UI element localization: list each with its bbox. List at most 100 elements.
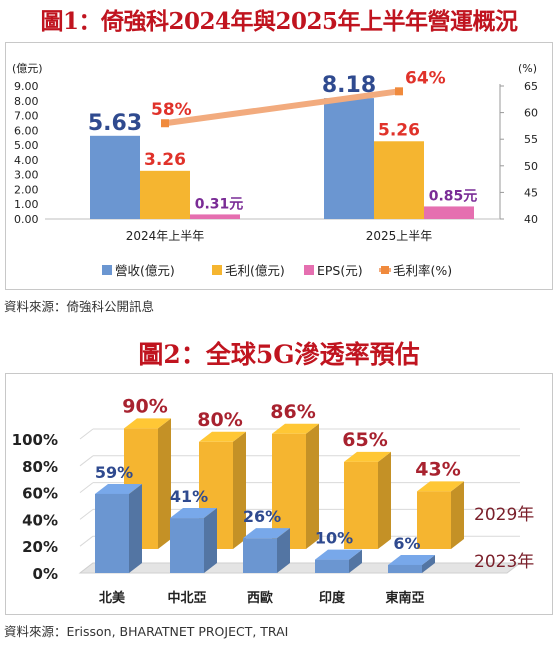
left-tick-label: 0.00 <box>14 213 39 226</box>
bar-2023 <box>95 493 129 573</box>
left-tick-label: 6.00 <box>14 124 39 137</box>
bar-2029-label: 90% <box>122 395 167 417</box>
category-label: 北美 <box>99 590 126 606</box>
bar-2029-top <box>344 451 391 462</box>
category-label: 2024年上半年 <box>126 229 205 243</box>
category-label: 2025上半年 <box>366 229 433 243</box>
left-tick-label: 9.00 <box>14 80 39 93</box>
bar-2029-label: 43% <box>415 458 460 480</box>
bar-2023-label: 26% <box>243 507 281 526</box>
legend-swatch <box>212 265 222 275</box>
grid-line-side <box>79 482 94 493</box>
bar-2023-side <box>422 554 435 573</box>
line-data-label: 64% <box>405 68 446 88</box>
bar-2023-top <box>315 549 362 560</box>
bar-2023-top <box>388 554 435 565</box>
bar-eps <box>190 214 240 219</box>
bar-2023 <box>388 564 422 573</box>
left-tick-label: 3.00 <box>14 169 39 182</box>
bar-2029-top <box>417 481 464 492</box>
bar-2023-label: 10% <box>315 529 353 548</box>
y-tick-label: 20% <box>22 538 58 556</box>
bar-2023-top <box>170 508 217 519</box>
bar-2023-side <box>204 508 217 573</box>
grid-line-side <box>79 455 94 467</box>
right-axis-label: (%) <box>518 62 537 75</box>
bar-2029-side <box>378 451 391 549</box>
bar-2023 <box>243 538 277 573</box>
bar-data-label: 3.26 <box>144 150 186 170</box>
y-tick-label: 40% <box>22 511 58 529</box>
bar-2023-side <box>129 483 142 573</box>
left-tick-label: 8.00 <box>14 95 39 108</box>
right-tick-label: 65 <box>524 80 538 93</box>
bar-2029-side <box>306 423 319 549</box>
grid-line-side <box>79 428 94 440</box>
gross-margin-point <box>395 87 403 96</box>
right-tick-label: 40 <box>524 213 538 226</box>
bar-2023-top <box>95 483 142 494</box>
bar-gross-profit <box>374 141 424 219</box>
right-tick-label: 45 <box>524 186 538 199</box>
bar-eps <box>424 206 474 219</box>
left-tick-label: 4.00 <box>14 154 39 167</box>
bar-2023-side <box>277 528 290 573</box>
bar-data-label: 5.26 <box>378 120 420 140</box>
figure1-title: 圖1：倚強科2024年與2025年上半年營運概況 <box>40 8 518 35</box>
bar-2023 <box>170 518 204 573</box>
chart-floor <box>78 562 522 574</box>
legend-swatch <box>304 265 314 275</box>
legend-label: 營收(億元) <box>115 263 175 278</box>
legend-label: 毛利率(%) <box>393 263 452 278</box>
gross-margin-line <box>162 88 402 127</box>
category-label: 中北亞 <box>167 590 206 606</box>
bar-2029-label: 86% <box>270 401 315 423</box>
bar-revenue <box>324 98 374 219</box>
figure1-source: 資料來源：倚強科公開訊息 <box>4 299 155 314</box>
grid-line-side <box>79 509 94 520</box>
bar-gross-profit <box>140 170 190 219</box>
bar-2029-label: 80% <box>197 409 242 431</box>
legend-label: 毛利(億元) <box>225 263 285 278</box>
y-tick-label: 100% <box>12 431 58 449</box>
bar-2029-label: 65% <box>342 429 387 451</box>
bar-2023-top <box>243 528 290 539</box>
bar-2023-label: 59% <box>95 463 133 482</box>
right-tick-label: 55 <box>524 133 538 146</box>
bar-data-label: 0.85元 <box>429 188 478 204</box>
grid-line-side <box>79 535 94 547</box>
bar-2023-label: 41% <box>170 487 208 506</box>
legend-swatch <box>102 265 112 275</box>
right-tick-label: 60 <box>524 107 538 120</box>
figure2-source: 資料來源：Erisson, BHARATNET PROJECT, TRAI <box>4 624 289 639</box>
y-tick-label: 60% <box>22 485 58 503</box>
series-label-2023: 2023年 <box>474 552 534 572</box>
left-tick-label: 1.00 <box>14 198 39 211</box>
bar-2023-label: 6% <box>393 534 420 553</box>
category-label: 東南亞 <box>385 590 424 606</box>
y-tick-label: 0% <box>33 565 58 583</box>
figure1-chart: (億元) 0.00 1.00 2.003.00 4.00 5.00 6.007.00 8.00… <box>12 62 538 278</box>
series-label-2029: 2029年 <box>474 505 534 525</box>
bar-2029-side <box>233 431 246 549</box>
category-label: 印度 <box>319 590 346 606</box>
legend-label: EPS(元) <box>317 263 363 278</box>
bar-2029-top <box>199 431 246 442</box>
bar-2029 <box>417 491 451 549</box>
bar-2029-side <box>158 418 171 549</box>
gross-margin-point <box>161 119 169 128</box>
bar-2023 <box>315 559 349 573</box>
bar-data-label: 8.18 <box>322 73 376 98</box>
line-data-label: 58% <box>151 100 192 120</box>
category-label: 西歐 <box>247 590 273 606</box>
left-tick-label: 2.00 <box>14 183 39 196</box>
left-tick-label: 7.00 <box>14 110 39 123</box>
left-tick-label: 5.00 <box>14 139 39 152</box>
bar-2029 <box>344 461 378 549</box>
bar-data-label: 5.63 <box>88 111 142 136</box>
bar-data-label: 0.31元 <box>195 196 244 212</box>
bar-revenue <box>90 135 140 219</box>
bar-2029-top <box>272 423 319 434</box>
bar-2029-side <box>451 481 464 549</box>
